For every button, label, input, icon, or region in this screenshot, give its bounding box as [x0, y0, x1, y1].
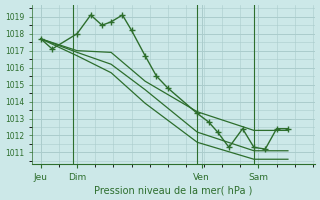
- X-axis label: Pression niveau de la mer( hPa ): Pression niveau de la mer( hPa ): [94, 185, 252, 195]
